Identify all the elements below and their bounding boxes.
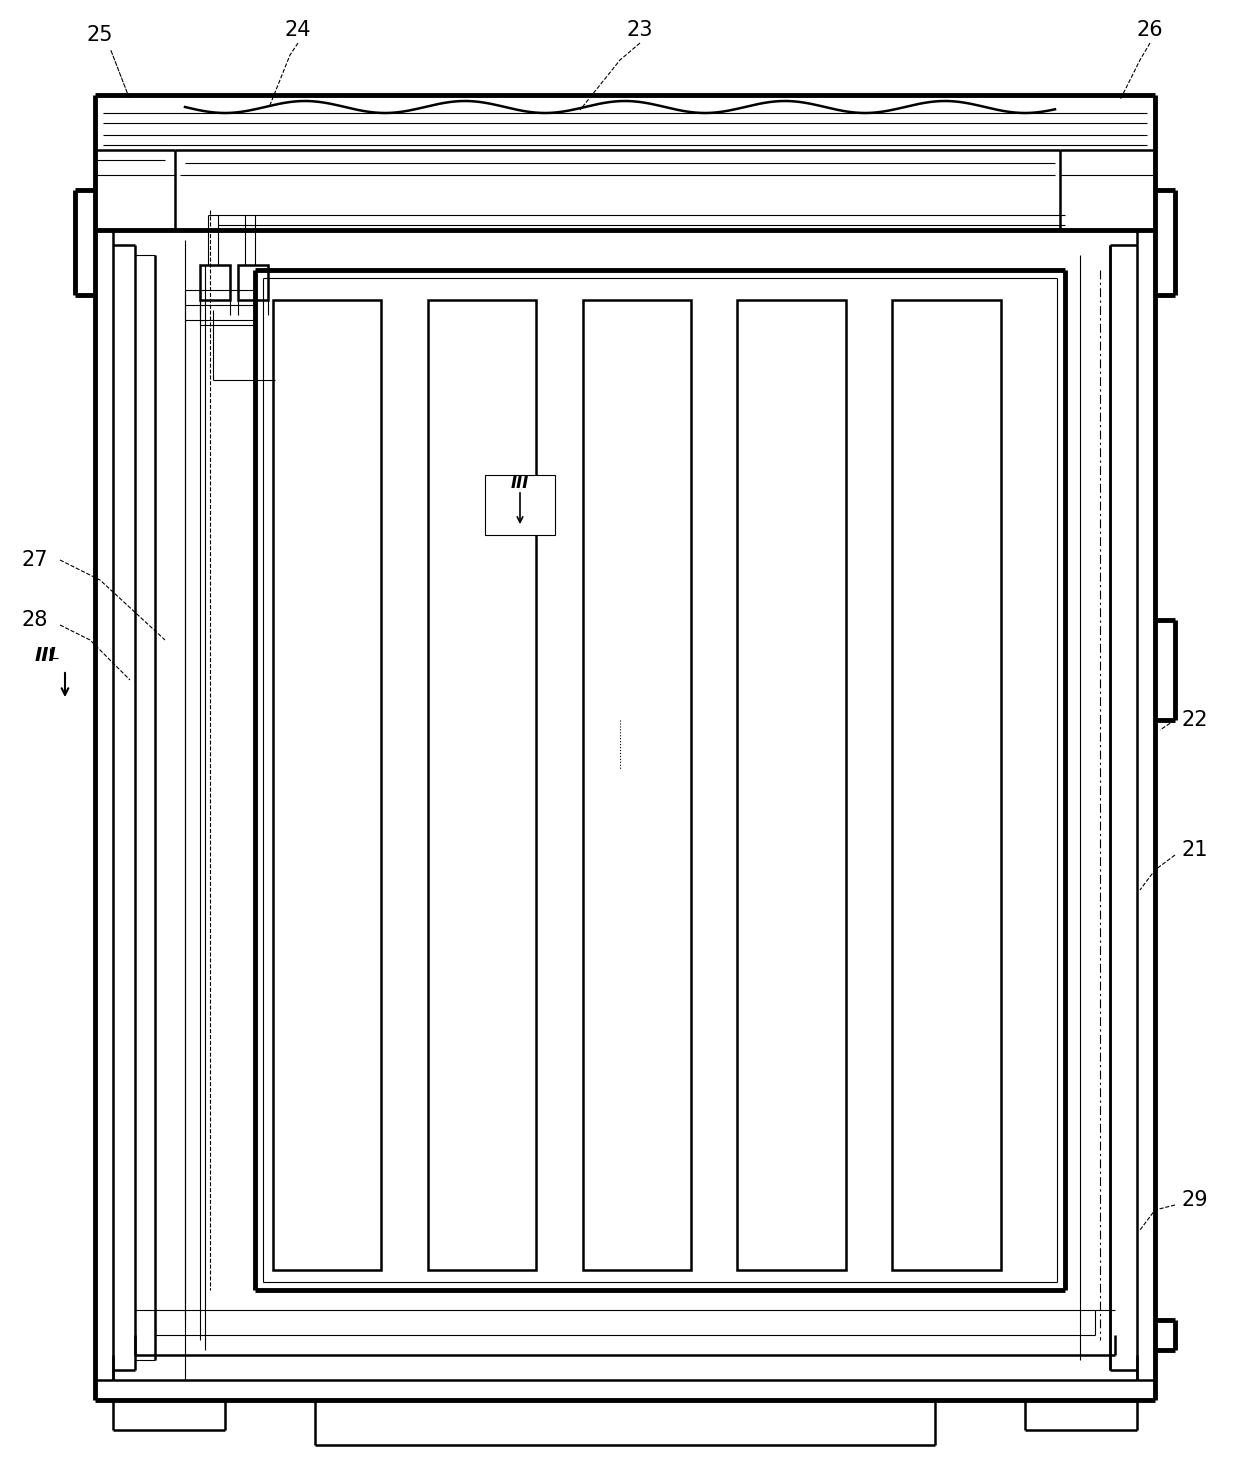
Bar [238, 265, 268, 300]
Bar [583, 300, 691, 1270]
Text: 25: 25 [87, 25, 113, 44]
Bar [200, 265, 229, 300]
Text: 21: 21 [1182, 841, 1208, 860]
Text: 27: 27 [22, 551, 48, 570]
Text: 22: 22 [1182, 710, 1208, 730]
Bar [893, 300, 1001, 1270]
Bar [273, 300, 382, 1270]
Bar [428, 300, 536, 1270]
Text: 29: 29 [1182, 1190, 1208, 1211]
Text: 23: 23 [626, 21, 653, 40]
Bar [738, 300, 846, 1270]
Text: III: III [511, 474, 529, 491]
Bar [485, 475, 556, 534]
Text: 24: 24 [285, 21, 311, 40]
Text: 28: 28 [22, 610, 48, 630]
Text: III: III [35, 645, 56, 665]
Text: 26: 26 [1137, 21, 1163, 40]
